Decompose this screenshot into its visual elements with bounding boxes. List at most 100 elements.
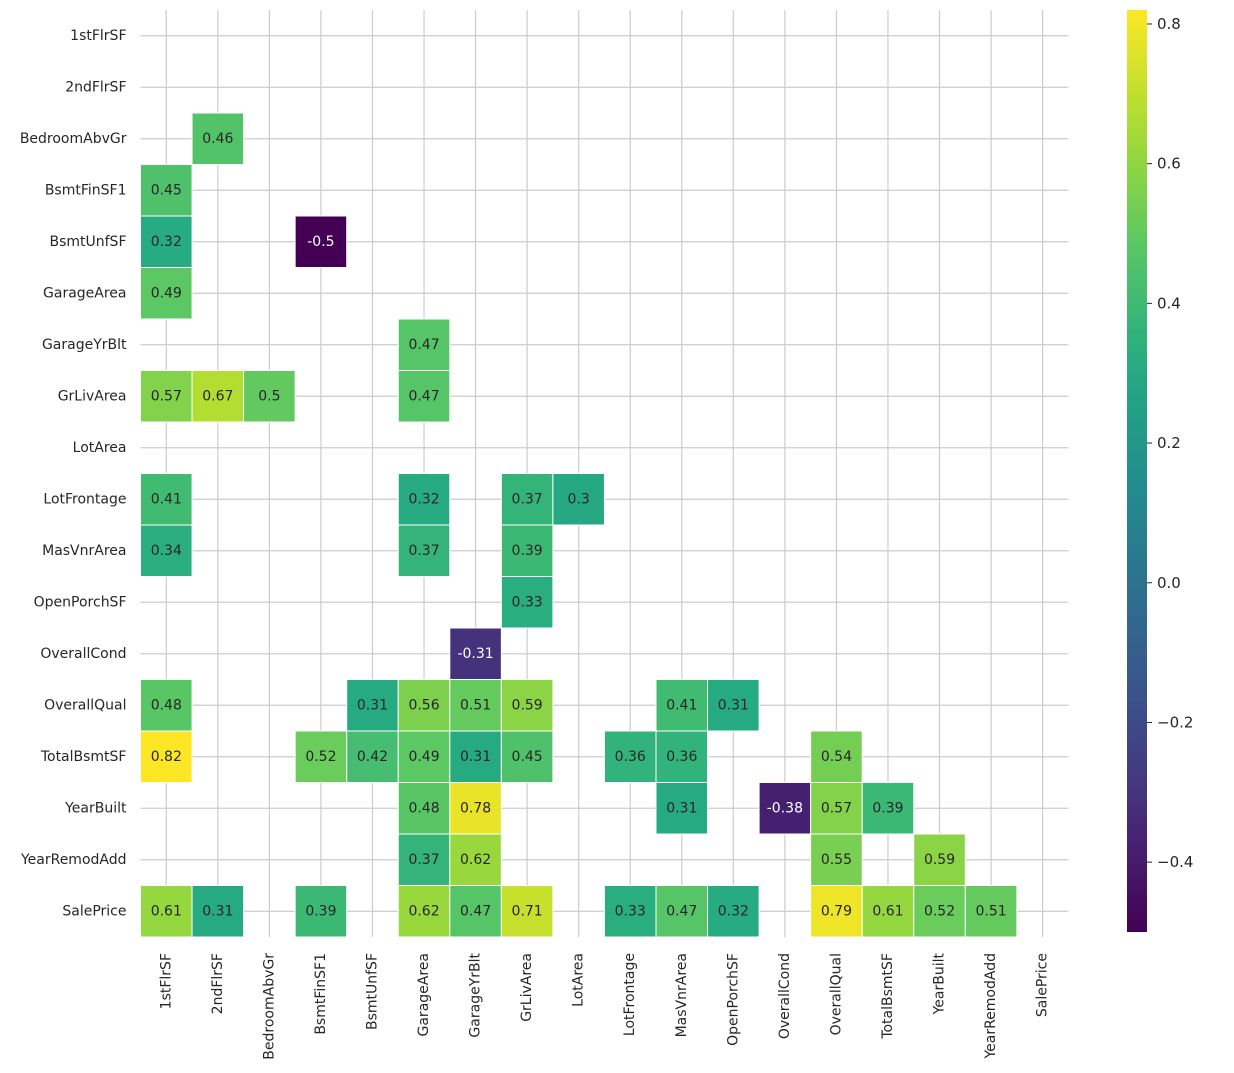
heatmap-cell bbox=[397, 782, 451, 835]
heatmap-cell bbox=[397, 524, 451, 577]
heatmap-cell bbox=[449, 730, 502, 783]
cell-value-label: 0.46 bbox=[202, 131, 233, 147]
y-tick-labels: 1stFlrSF 2ndFlrSF BedroomAbvGr BsmtFinSF1 Bs… bbox=[20, 28, 127, 920]
y-tick-label: GarageYrBlt bbox=[42, 337, 127, 353]
cell-value-label: 0.56 bbox=[408, 697, 439, 713]
cell-value-label: 0.52 bbox=[924, 903, 955, 919]
heatmap-cell bbox=[500, 473, 554, 526]
heatmap-cells: 0.46 0.45 0.32 -0.5 0.49 0.47 0.57 0.67 0.5 0.47 0… bbox=[140, 112, 1018, 938]
heatmap-cell bbox=[500, 730, 554, 783]
heatmap-cell bbox=[397, 679, 451, 732]
heatmap-cell bbox=[655, 730, 709, 783]
y-tick-label: LotArea bbox=[73, 440, 127, 456]
y-tick-label: BsmtUnfSF bbox=[49, 234, 126, 250]
heatmap-cell bbox=[140, 370, 193, 423]
heatmap-cell bbox=[500, 679, 554, 732]
cell-value-label: 0.32 bbox=[151, 234, 182, 250]
x-tick-label: TotalBsmtSF bbox=[880, 953, 896, 1040]
cell-value-label: 0.39 bbox=[512, 543, 543, 559]
y-tick-label: GarageArea bbox=[43, 285, 126, 301]
cell-value-label: 0.34 bbox=[151, 543, 182, 559]
cell-value-label: 0.47 bbox=[408, 388, 439, 404]
cell-value-label: 0.5 bbox=[258, 388, 280, 404]
cell-value-label: -0.38 bbox=[767, 800, 803, 816]
heatmap-cell bbox=[294, 730, 348, 783]
heatmap-cell bbox=[397, 885, 451, 938]
cell-value-label: 0.55 bbox=[821, 852, 852, 868]
heatmap-cell bbox=[191, 885, 245, 938]
cell-value-label: 0.78 bbox=[460, 800, 491, 816]
y-tick-label: LotFrontage bbox=[43, 491, 126, 507]
colorbar: −0.4 −0.2 0.0 0.2 0.4 0.6 0.8 bbox=[1127, 10, 1193, 932]
heatmap-cell bbox=[758, 782, 812, 835]
cell-value-label: 0.36 bbox=[615, 749, 646, 765]
heatmap-cell bbox=[603, 730, 657, 783]
y-tick-label: YearRemodAdd bbox=[20, 852, 127, 868]
cell-value-label: 0.31 bbox=[718, 697, 749, 713]
cell-value-label: 0.32 bbox=[718, 903, 749, 919]
heatmap-cell bbox=[140, 473, 193, 526]
heatmap-cell bbox=[397, 370, 451, 423]
heatmap-cell bbox=[810, 885, 863, 938]
heatmap-cell bbox=[449, 833, 502, 886]
y-tick-label: OverallQual bbox=[44, 697, 126, 713]
heatmap-cell bbox=[140, 267, 193, 320]
x-tick-labels: 1stFlrSF 2ndFlrSF BedroomAbvGr BsmtFinSF1 Bs… bbox=[158, 952, 1050, 1059]
heatmap-cell bbox=[243, 370, 296, 423]
x-tick-label: GarageYrBlt bbox=[468, 952, 484, 1037]
x-tick-label: LotFrontage bbox=[622, 953, 638, 1036]
y-tick-label: BsmtFinSF1 bbox=[45, 182, 127, 198]
cell-value-label: 0.33 bbox=[615, 903, 646, 919]
x-tick-label: GarageArea bbox=[416, 953, 432, 1036]
colorbar-tick-label: 0.0 bbox=[1157, 574, 1181, 592]
heatmap-cell bbox=[707, 885, 760, 938]
cell-value-label: 0.48 bbox=[408, 800, 439, 816]
x-tick-label: YearRemodAdd bbox=[983, 953, 999, 1060]
x-tick-label: BsmtFinSF1 bbox=[313, 953, 329, 1035]
x-tick-label: LotArea bbox=[571, 953, 587, 1007]
cell-value-label: 0.61 bbox=[872, 903, 903, 919]
heatmap-cell bbox=[449, 627, 502, 680]
colorbar-tick-label: −0.2 bbox=[1157, 713, 1193, 731]
cell-value-label: 0.52 bbox=[305, 749, 336, 765]
x-tick-label: OverallCond bbox=[777, 953, 793, 1039]
cell-value-label: 0.37 bbox=[408, 852, 439, 868]
heatmap-cell bbox=[500, 524, 554, 577]
cell-value-label: 0.31 bbox=[357, 697, 388, 713]
heatmap-cell bbox=[500, 885, 554, 938]
heatmap-cell bbox=[140, 679, 193, 732]
x-tick-label: OpenPorchSF bbox=[725, 953, 741, 1046]
cell-value-label: 0.33 bbox=[512, 594, 543, 610]
cell-value-label: 0.39 bbox=[872, 800, 903, 816]
heatmap-cell bbox=[603, 885, 657, 938]
y-tick-label: 1stFlrSF bbox=[70, 28, 126, 44]
cell-value-label: 0.31 bbox=[460, 749, 491, 765]
cell-value-label: 0.79 bbox=[821, 903, 852, 919]
cell-value-label: 0.32 bbox=[408, 491, 439, 507]
cell-value-label: 0.45 bbox=[151, 182, 182, 198]
x-tick-label: MasVnrArea bbox=[674, 953, 690, 1037]
cell-value-label: 0.57 bbox=[151, 388, 182, 404]
cell-value-label: 0.54 bbox=[821, 749, 852, 765]
cell-value-label: 0.37 bbox=[512, 491, 543, 507]
heatmap-cell bbox=[140, 730, 193, 783]
cell-value-label: 0.48 bbox=[151, 697, 182, 713]
y-tick-label: OverallCond bbox=[40, 646, 126, 662]
cell-value-label: 0.31 bbox=[666, 800, 697, 816]
cell-value-label: 0.31 bbox=[202, 903, 233, 919]
y-tick-label: 2ndFlrSF bbox=[65, 79, 126, 95]
cell-value-label: 0.3 bbox=[568, 491, 590, 507]
cell-value-label: 0.47 bbox=[460, 903, 491, 919]
heatmap-cell bbox=[964, 885, 1018, 938]
heatmap-cell bbox=[449, 885, 502, 938]
heatmap-cell bbox=[346, 679, 399, 732]
x-tick-label: GrLivArea bbox=[519, 953, 535, 1022]
cell-value-label: 0.47 bbox=[408, 337, 439, 353]
colorbar-tick-label: 0.2 bbox=[1157, 434, 1181, 452]
heatmap-cell bbox=[397, 833, 451, 886]
cell-value-label: 0.47 bbox=[666, 903, 697, 919]
heatmap-cell bbox=[449, 679, 502, 732]
cell-value-label: -0.5 bbox=[307, 234, 334, 250]
x-tick-label: OverallQual bbox=[828, 953, 844, 1035]
heatmap-cell bbox=[810, 833, 863, 886]
